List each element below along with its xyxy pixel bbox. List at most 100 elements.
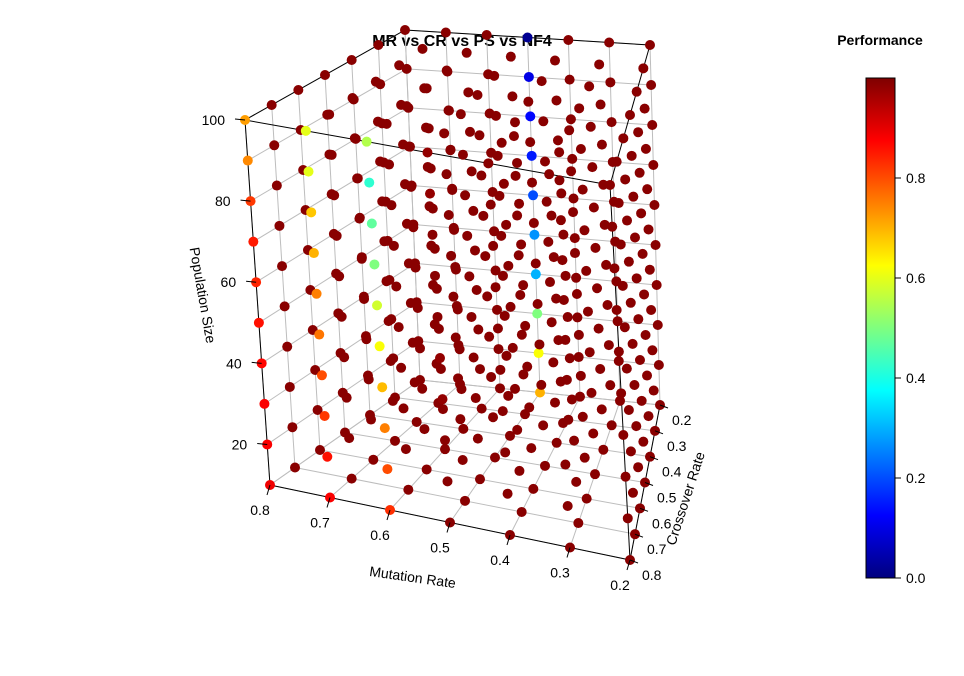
data-point bbox=[253, 317, 264, 328]
data-point bbox=[550, 397, 560, 408]
data-point bbox=[331, 230, 342, 241]
y-tick-mark bbox=[659, 404, 669, 409]
data-point bbox=[471, 285, 482, 295]
data-point bbox=[445, 145, 456, 156]
data-point bbox=[377, 196, 388, 207]
data-point bbox=[527, 177, 538, 188]
y-tick-label: 0.8 bbox=[642, 567, 662, 583]
data-point bbox=[650, 240, 661, 250]
data-point bbox=[443, 210, 454, 220]
data-point bbox=[516, 329, 527, 340]
data-point bbox=[525, 137, 536, 148]
data-point bbox=[461, 47, 472, 58]
data-point bbox=[316, 370, 327, 381]
data-point bbox=[366, 218, 377, 229]
data-point bbox=[422, 147, 433, 158]
data-point bbox=[512, 157, 523, 168]
data-point bbox=[569, 435, 580, 446]
data-point bbox=[282, 341, 293, 352]
data-point bbox=[349, 133, 360, 144]
data-point bbox=[595, 363, 606, 374]
data-point bbox=[588, 428, 599, 439]
data-point bbox=[415, 343, 425, 354]
data-point bbox=[605, 380, 616, 391]
data-point bbox=[575, 391, 585, 402]
data-point bbox=[633, 314, 644, 325]
data-point bbox=[623, 405, 634, 415]
data-point bbox=[613, 356, 624, 367]
data-point bbox=[613, 346, 624, 357]
data-point bbox=[574, 103, 585, 114]
data-point bbox=[555, 376, 566, 387]
x-tick-label: 0.5 bbox=[430, 540, 450, 556]
data-point bbox=[558, 418, 569, 429]
z-tick-mark bbox=[246, 280, 257, 283]
data-point bbox=[510, 383, 520, 394]
data-point bbox=[248, 236, 259, 247]
data-point bbox=[571, 476, 582, 487]
data-point bbox=[611, 156, 622, 167]
data-point bbox=[575, 370, 586, 381]
data-point bbox=[505, 301, 516, 312]
data-point bbox=[480, 251, 491, 262]
data-point bbox=[346, 473, 357, 484]
data-point bbox=[500, 447, 511, 458]
data-point bbox=[435, 363, 446, 374]
data-point bbox=[648, 385, 659, 396]
data-point bbox=[563, 35, 574, 45]
data-point bbox=[363, 374, 374, 385]
data-point bbox=[492, 304, 503, 315]
data-point bbox=[401, 101, 412, 112]
data-point bbox=[643, 224, 654, 235]
data-point bbox=[476, 403, 487, 414]
data-point bbox=[312, 405, 323, 415]
data-point bbox=[631, 86, 642, 97]
colorbar-tick-label: 0.4 bbox=[906, 370, 926, 386]
data-point bbox=[470, 245, 480, 256]
colorbar-tick-label: 0.6 bbox=[906, 270, 926, 286]
data-point bbox=[408, 222, 419, 233]
data-point bbox=[489, 70, 500, 81]
grid-line bbox=[404, 29, 421, 381]
data-point bbox=[642, 184, 653, 195]
data-point bbox=[582, 306, 593, 317]
data-point bbox=[621, 363, 632, 374]
data-point bbox=[541, 196, 552, 207]
data-point bbox=[562, 501, 573, 512]
data-point bbox=[544, 169, 555, 180]
data-point bbox=[633, 127, 644, 138]
data-point bbox=[372, 300, 383, 311]
data-point bbox=[440, 27, 451, 38]
data-point bbox=[523, 71, 534, 82]
data-point bbox=[603, 340, 614, 351]
data-point bbox=[356, 253, 367, 264]
data-point bbox=[629, 380, 640, 390]
data-point bbox=[645, 40, 655, 50]
data-point bbox=[475, 364, 485, 375]
data-point bbox=[359, 293, 370, 304]
z-tick-mark bbox=[234, 118, 246, 121]
data-point bbox=[545, 277, 555, 288]
data-point bbox=[497, 406, 508, 417]
data-point bbox=[546, 317, 557, 328]
data-point bbox=[643, 411, 654, 422]
data-point bbox=[555, 215, 566, 226]
data-point bbox=[372, 116, 383, 127]
data-point bbox=[406, 181, 417, 192]
y-tick-label: 0.7 bbox=[647, 541, 667, 557]
data-point bbox=[625, 297, 636, 308]
data-point bbox=[512, 210, 523, 221]
data-point bbox=[457, 455, 468, 465]
data-point bbox=[462, 230, 473, 241]
data-point bbox=[501, 219, 512, 230]
data-point bbox=[242, 155, 253, 166]
data-point bbox=[577, 411, 588, 422]
data-point bbox=[535, 387, 545, 398]
data-point bbox=[638, 436, 649, 447]
data-point bbox=[464, 271, 475, 282]
data-point bbox=[548, 252, 559, 263]
data-point bbox=[607, 221, 618, 232]
x-tick-mark bbox=[386, 509, 391, 521]
x-tick-label: 0.7 bbox=[310, 515, 330, 531]
